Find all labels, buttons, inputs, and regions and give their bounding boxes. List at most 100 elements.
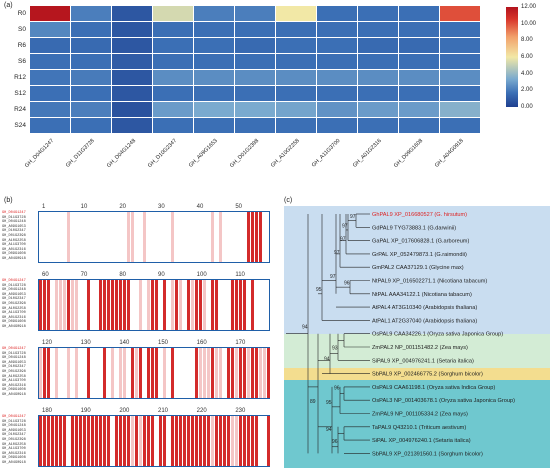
- alignment-column: [135, 348, 139, 398]
- alignment-ruler-label: 130: [80, 340, 91, 346]
- alignment-ruler-label: 190: [80, 408, 91, 414]
- heatmap-cell: [71, 86, 111, 101]
- alignment-sequence-name: GH_D04G1248: [2, 220, 26, 225]
- alignment-column: [231, 416, 235, 466]
- heatmap-cell: [71, 54, 111, 69]
- alignment-column: [123, 348, 127, 398]
- alignment-column: [111, 348, 115, 398]
- alignment-column: [79, 416, 83, 466]
- heatmap-cell: [112, 6, 152, 21]
- alignment-column: [43, 348, 47, 398]
- alignment-column: [55, 416, 59, 466]
- alignment-column: [251, 280, 255, 330]
- alignment-column: [171, 280, 175, 330]
- alignment-sequence-name: GH_A10G2258: [2, 238, 26, 243]
- alignment-sequence-name: GH_D01G2398: [2, 370, 26, 374]
- alignment-ruler-label: 90: [158, 272, 165, 278]
- alignment-column: [99, 280, 103, 330]
- alignment-sequence-name: GH_D04G1247: [2, 347, 26, 351]
- alignment-sequence-name: GH_D04G1247: [2, 415, 26, 419]
- colorbar-tick-label: 2.00: [521, 87, 533, 94]
- heatmap-cell: [153, 102, 193, 117]
- heatmap-row-label: S24: [14, 122, 26, 129]
- heatmap-cell: [194, 6, 234, 21]
- alignment-column: [163, 348, 167, 398]
- alignment-column: [59, 416, 63, 466]
- alignment-column: [215, 416, 219, 466]
- tree-leaf-label: SbPAL9 XP_002466775.2 (Sorghum bicolor): [372, 372, 483, 378]
- alignment-column: [139, 416, 143, 466]
- heatmap-cell: [194, 54, 234, 69]
- heatmap-column-label: GH_D04G1248: [105, 138, 137, 170]
- alignment-sequence-name: GH_A09G1653: [2, 224, 26, 229]
- alignment-ruler-label: 80: [119, 272, 127, 278]
- heatmap-column-label: GH_D10G2347: [146, 138, 178, 170]
- heatmap-cell: [112, 118, 152, 133]
- alignment-column: [155, 348, 159, 398]
- heatmap-cell: [399, 6, 439, 21]
- alignment-column: [211, 416, 215, 466]
- bootstrap-value: 97: [334, 250, 340, 256]
- alignment-column: [215, 280, 219, 330]
- alignment-column: [163, 416, 167, 466]
- alignment-column: [151, 280, 155, 330]
- heatmap-column-label: GH_A10G2258: [269, 138, 301, 169]
- heatmap-cell: [194, 86, 234, 101]
- heatmap-cell: [71, 70, 111, 85]
- bootstrap-value: 94: [302, 324, 308, 330]
- alignment-column: [63, 280, 67, 330]
- alignment-sequence-name: GH_D01G2398: [2, 302, 26, 306]
- alignment-column: [235, 416, 239, 466]
- colorbar-tick-label: 0.00: [521, 104, 533, 110]
- tree-leaf-label: ZmPAL9 NP_001105334.2 (Zea mays): [372, 412, 468, 418]
- alignment-column: [139, 280, 143, 330]
- alignment-column: [87, 416, 91, 466]
- heatmap-cell: [276, 86, 316, 101]
- heatmap-cell: [112, 70, 152, 85]
- alignment-column: [171, 348, 175, 398]
- heatmap-cell: [276, 102, 316, 117]
- heatmap-cell: [317, 6, 357, 21]
- alignment-column: [59, 280, 63, 330]
- alignment-column: [191, 416, 195, 466]
- alignment-sequence-name: GH_A10G2258: [2, 442, 26, 447]
- heatmap-cell: [317, 102, 357, 117]
- alignment-column: [87, 348, 91, 398]
- bootstrap-value: 94: [326, 427, 332, 433]
- alignment-column: [67, 280, 71, 330]
- heatmap-cell: [440, 6, 480, 21]
- alignment-column: [75, 280, 79, 330]
- alignment-ruler-label: 150: [158, 340, 169, 346]
- heatmap-cell: [153, 70, 193, 85]
- dicot-clade-band: [284, 206, 550, 334]
- heatmap-cell: [235, 38, 275, 53]
- heatmap-cell: [440, 86, 480, 101]
- heatmap-cell: [358, 6, 398, 21]
- alignment-sequence-name: GH_D11G3728: [2, 215, 26, 220]
- alignment-column: [55, 348, 59, 398]
- heatmap-cell: [440, 54, 480, 69]
- alignment-ruler-label: 210: [158, 408, 169, 414]
- bootstrap-value: 97: [350, 214, 356, 220]
- heatmap-cell: [276, 54, 316, 69]
- heatmap-cell: [399, 22, 439, 37]
- heatmap-cell: [358, 54, 398, 69]
- heatmap-cell: [317, 118, 357, 133]
- alignment-column: [143, 416, 147, 466]
- heatmap-cell: [112, 38, 152, 53]
- alignment-column: [247, 348, 251, 398]
- heatmap-cell: [235, 6, 275, 21]
- heatmap-cell: [194, 70, 234, 85]
- heatmap-cell: [440, 102, 480, 117]
- alignment-column: [191, 280, 195, 330]
- alignment-column: [211, 212, 215, 262]
- alignment-column: [151, 348, 155, 398]
- heatmap-cell: [358, 70, 398, 85]
- colorbar-tick-label: 4.00: [521, 70, 533, 77]
- heatmap-row-label: R6: [17, 42, 26, 49]
- alignment-column: [243, 348, 247, 398]
- heatmap-colorbar: [506, 7, 518, 107]
- alignment-column: [111, 280, 115, 330]
- heatmap-cell: [30, 102, 70, 117]
- alignment-sequence-name: GH_A10G2258: [2, 306, 26, 311]
